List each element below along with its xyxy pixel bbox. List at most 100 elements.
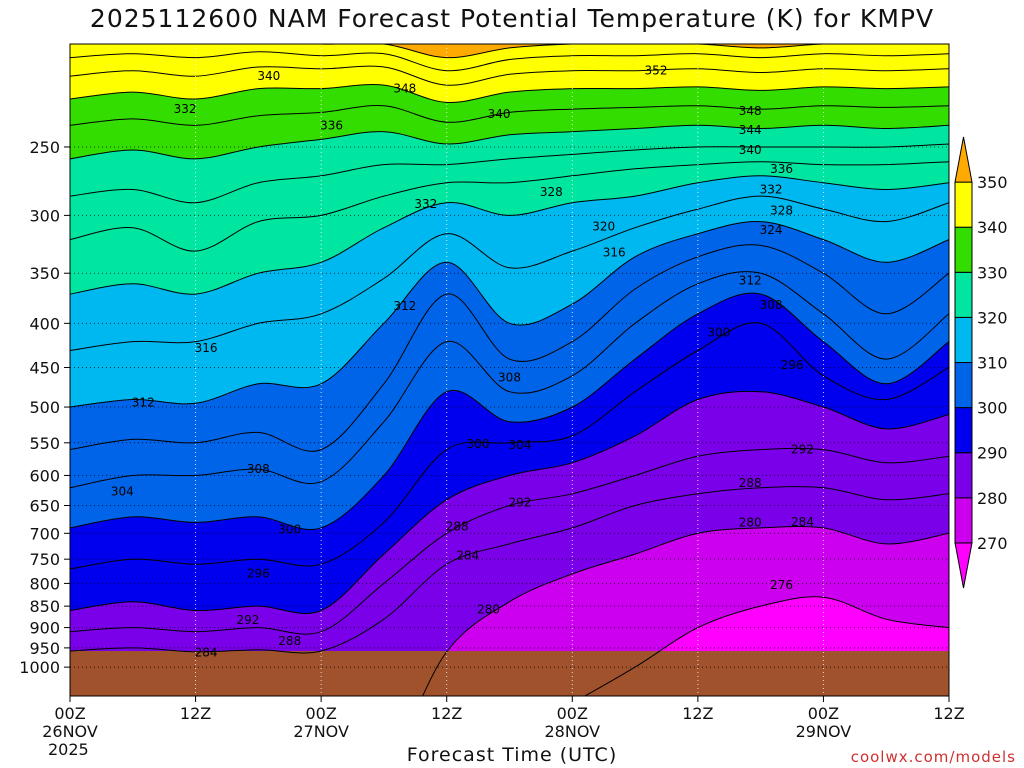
contour-label: 332 — [414, 197, 437, 211]
contour-label: 300 — [467, 437, 490, 451]
x-tick-date-label: 29NOV — [796, 722, 852, 741]
theta-fill-layer — [70, 44, 949, 696]
contour-label: 312 — [132, 396, 155, 410]
colorbar-label: 310 — [977, 354, 1008, 373]
isentrope-320 — [70, 175, 949, 295]
isentrope-layer — [70, 44, 949, 696]
y-tick-label: 900 — [29, 619, 60, 638]
chart-title: 2025112600 NAM Forecast Potential Temper… — [89, 4, 935, 33]
contour-label: 312 — [739, 274, 762, 288]
credit-link[interactable]: coolwx.com/models — [850, 748, 1016, 766]
x-tick-date-label: 28NOV — [544, 722, 600, 741]
x-tick-label: 00Z — [808, 704, 839, 723]
isentrope-324 — [70, 161, 949, 252]
contour-label: 340 — [739, 143, 762, 157]
y-tick-label: 600 — [29, 466, 60, 485]
isentrope-344 — [70, 65, 949, 86]
contour-label: 308 — [247, 462, 270, 476]
year-label: 2025 — [48, 740, 89, 759]
y-tick-label: 350 — [29, 264, 60, 283]
colorbar-label: 330 — [977, 263, 1008, 282]
y-tick-label: 700 — [29, 524, 60, 543]
contour-label: 284 — [195, 646, 218, 660]
y-tick-label: 450 — [29, 359, 60, 378]
y-axis: 250 300 350 400 450 500 550 600 650 700 750 800 850 9… — [19, 138, 70, 677]
contour-label: 328 — [770, 203, 793, 217]
x-tick-label: 12Z — [431, 704, 462, 723]
contour-label: 296 — [247, 566, 270, 580]
contour-label: 296 — [781, 358, 804, 372]
isentrope-296 — [70, 322, 949, 570]
colorbar-label: 350 — [977, 173, 1008, 192]
contour-label: 340 — [488, 107, 511, 121]
contour-label: 312 — [393, 299, 416, 313]
contour-label: 304 — [111, 484, 134, 498]
colorbar-segment — [954, 452, 973, 499]
colorbar-label: 300 — [977, 399, 1008, 418]
isentrope-340 — [70, 84, 949, 103]
contour-label: 288 — [446, 519, 469, 533]
contour-label: 348 — [739, 104, 762, 118]
y-tick-label: 950 — [29, 639, 60, 658]
contour-label: 292 — [236, 613, 259, 627]
isentrope-300 — [70, 292, 949, 530]
y-tick-label: 800 — [29, 574, 60, 593]
x-tick-label: 12Z — [180, 704, 211, 723]
y-tick-label: 250 — [29, 138, 60, 157]
colorbar-label: 280 — [977, 489, 1008, 508]
colorbar-triangle-bottom — [954, 542, 973, 589]
y-tick-label: 850 — [29, 597, 60, 616]
contour-label: 292 — [791, 443, 814, 457]
contour-label: 284 — [456, 549, 479, 563]
contour-label: 288 — [739, 476, 762, 490]
contour-label: 280 — [477, 603, 500, 617]
y-tick-label: 400 — [29, 314, 60, 333]
y-tick-label: 550 — [29, 434, 60, 453]
contour-label: 340 — [257, 69, 280, 83]
y-tick-label: 650 — [29, 496, 60, 515]
grid-layer — [69, 44, 950, 696]
contour-label: 324 — [760, 223, 783, 237]
colorbar-triangle-top — [954, 136, 973, 183]
contour-label: 336 — [770, 162, 793, 176]
contour-label-layer: 340 332 336 348 340 352 348 344 340 336 332 328 324 3… — [111, 64, 814, 660]
colorbar-label: 290 — [977, 444, 1008, 463]
colorbar-segment — [954, 271, 973, 318]
contour-label: 316 — [195, 341, 218, 355]
contour-label: 300 — [707, 326, 730, 340]
contour-label: 276 — [770, 578, 793, 592]
colorbar-segment — [954, 226, 973, 273]
plot-frame — [69, 43, 950, 697]
contour-label: 348 — [393, 82, 416, 96]
isentrope-336 — [70, 105, 949, 126]
isentrope-352 — [310, 44, 949, 59]
colorbar-segment — [954, 407, 973, 454]
contour-label: 320 — [592, 219, 615, 233]
x-tick-label: 12Z — [933, 704, 964, 723]
isentrope-292 — [70, 390, 949, 614]
x-tick-label: 00Z — [557, 704, 588, 723]
contour-label: 352 — [645, 64, 668, 78]
contour-label: 288 — [278, 634, 301, 648]
x-tick-date-label: 27NOV — [293, 722, 349, 741]
contour-label: 308 — [498, 370, 521, 384]
y-tick-label: 750 — [29, 550, 60, 569]
isentrope-348 — [70, 51, 949, 72]
x-tick-label: 00Z — [54, 704, 85, 723]
ground-layer — [70, 651, 949, 696]
isentrope-284 — [70, 486, 949, 654]
theta-fill-352 — [321, 44, 949, 58]
isentrope-328 — [70, 143, 949, 204]
colorbar-label: 340 — [977, 218, 1008, 237]
contour-label: 308 — [760, 298, 783, 312]
contour-label: 332 — [760, 182, 783, 196]
isentrope-276 — [583, 596, 949, 696]
colorbar-label: 320 — [977, 308, 1008, 327]
contour-label: 316 — [603, 245, 626, 259]
isentrope-280 — [422, 525, 949, 696]
contour-label: 280 — [739, 515, 762, 529]
isentrope-312 — [70, 221, 949, 408]
x-tick-date-label: 26NOV — [42, 722, 98, 741]
